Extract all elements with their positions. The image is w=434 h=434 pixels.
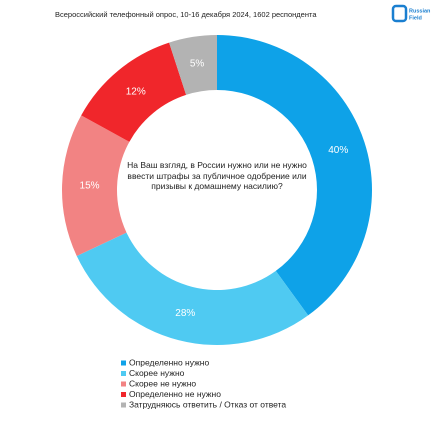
donut-segment xyxy=(217,35,372,316)
donut-segment xyxy=(62,115,130,256)
legend-label: Затрудняюсь ответить / Отказ от ответа xyxy=(129,399,286,409)
center-question: На Ваш взгляд, в России нужно или не нуж… xyxy=(127,160,307,191)
value-label: 12% xyxy=(126,86,146,97)
brand: Field xyxy=(409,15,422,21)
legend-swatch xyxy=(121,392,126,397)
donut-segment xyxy=(81,42,187,142)
value-label: 5% xyxy=(190,59,205,70)
chart-title: Всероссийский телефонный опрос, 10-16 де… xyxy=(55,10,317,19)
legend-label: Скорее нужно xyxy=(129,368,185,378)
donut-segment xyxy=(76,232,309,345)
legend-label: Скорее не нужно xyxy=(129,378,196,388)
legend-label: Определенно не нужно xyxy=(129,389,221,399)
brand: Russian xyxy=(409,8,431,14)
legend-swatch xyxy=(121,402,126,408)
legend-swatch xyxy=(121,360,126,366)
value-label: 40% xyxy=(328,145,348,156)
legend-label: Определенно нужно xyxy=(129,357,209,367)
donut-segment xyxy=(169,35,217,95)
logo-icon xyxy=(391,4,408,23)
legend-swatch xyxy=(121,371,126,376)
value-label: 28% xyxy=(175,308,195,319)
value-label: 15% xyxy=(80,181,100,192)
legend-swatch xyxy=(121,381,126,387)
